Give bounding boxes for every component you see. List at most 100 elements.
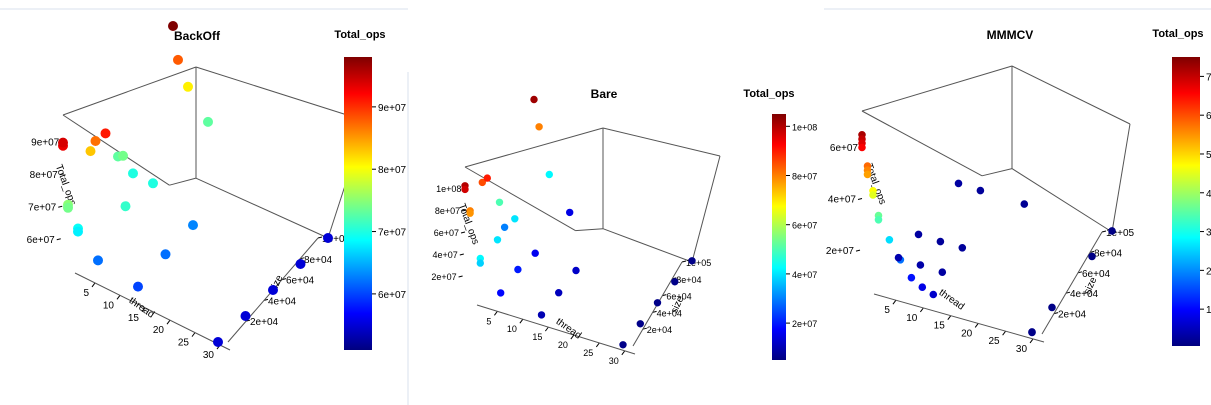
data-point xyxy=(938,268,947,277)
colorbar-ticks: 6e+07 7e+07 8e+07 9e+07 xyxy=(372,103,407,301)
data-point xyxy=(1020,200,1029,208)
x-axis-label: thread xyxy=(937,287,967,312)
x-tick-label: 15 xyxy=(934,321,946,332)
colorbar-tick-label: 3e+ xyxy=(1206,228,1211,239)
x-tick-label: 25 xyxy=(988,336,1000,347)
box-edge xyxy=(691,155,721,263)
box-edge xyxy=(195,177,329,239)
data-point xyxy=(976,186,985,195)
box-edge xyxy=(62,66,197,116)
chart-bare: Bare 2e+07 4e+07 6e+07 8e+07 1e+08 Total_ops 5 1… xyxy=(431,87,817,366)
data-point xyxy=(894,253,903,262)
x-tick-label: 15 xyxy=(128,313,140,324)
x-axis-line xyxy=(476,304,636,355)
x-axis-ticks: 5 10 15 20 25 30 xyxy=(486,311,626,366)
plot-box xyxy=(62,66,367,239)
data-point xyxy=(863,170,872,179)
box-edge xyxy=(1111,123,1131,233)
data-point xyxy=(1028,328,1036,337)
x-tick-mark xyxy=(947,315,952,320)
x-axis-label: thread xyxy=(554,316,584,341)
z-axis-ticks: 6e+07 7e+07 8e+07 9e+07 xyxy=(27,137,66,246)
colorbar-title: Total_ops xyxy=(1152,28,1203,40)
data-point xyxy=(63,202,73,213)
data-point xyxy=(476,259,484,267)
z-tick-mark xyxy=(462,209,467,212)
z-tick-label: 2e+07 xyxy=(826,246,855,257)
y-tick-label: 4e+04 xyxy=(1070,289,1099,300)
colorbar-title: Total_ops xyxy=(743,88,794,100)
z-tick-mark xyxy=(857,198,863,200)
z-tick-label: 4e+07 xyxy=(828,195,857,206)
x-axis-ticks: 5 10 15 20 25 30 xyxy=(884,299,1034,355)
data-point xyxy=(466,209,474,217)
colorbar-tick-label: 1e+08 xyxy=(792,122,817,132)
x-axis-line xyxy=(74,272,231,351)
box-edge xyxy=(981,168,1013,177)
y-axis-line xyxy=(1041,231,1103,335)
box-edge xyxy=(602,127,721,157)
data-point xyxy=(858,143,866,152)
z-tick-label: 2e+07 xyxy=(431,272,456,282)
data-point xyxy=(958,244,967,252)
colorbar xyxy=(772,114,786,360)
x-tick-label: 10 xyxy=(906,313,918,324)
box-edge xyxy=(464,166,576,232)
y-tick-label: 2e+04 xyxy=(647,325,672,335)
x-tick-label: 20 xyxy=(153,325,165,336)
y-tick-mark xyxy=(681,260,687,263)
data-point xyxy=(483,174,491,182)
data-point xyxy=(203,116,213,127)
data-point xyxy=(93,255,103,266)
data-point xyxy=(531,249,539,257)
box-edge xyxy=(1011,168,1113,233)
colorbar-tick-label: 1e+ xyxy=(1206,305,1211,316)
data-point xyxy=(188,220,198,231)
y-tick-label: 8e+04 xyxy=(676,275,701,285)
y-tick-label: 1e+05 xyxy=(686,258,711,268)
z-tick-label: 8e+07 xyxy=(30,170,59,181)
data-point xyxy=(869,191,877,199)
data-point xyxy=(478,178,486,187)
chart-title: BackOff xyxy=(174,29,221,43)
data-point xyxy=(73,226,83,237)
colorbar-tick-label: 8e+07 xyxy=(378,165,407,176)
data-point xyxy=(1088,252,1096,261)
data-point xyxy=(240,311,251,321)
data-point xyxy=(688,257,696,265)
data-point xyxy=(954,179,963,188)
data-point xyxy=(566,208,574,217)
z-axis-ticks: 2e+07 4e+07 6e+07 8e+07 1e+08 xyxy=(431,184,468,282)
x-tick-mark xyxy=(493,311,498,316)
colorbar-tick-label: 7e+ xyxy=(1206,72,1211,83)
data-point xyxy=(500,223,509,232)
data-point xyxy=(100,128,111,139)
colorbar-tick-label: 6e+07 xyxy=(792,221,817,231)
box-edge xyxy=(1011,65,1131,125)
data-point xyxy=(572,266,580,275)
colorbar-tick-label: 6e+ xyxy=(1206,111,1211,122)
data-point xyxy=(148,178,158,189)
data-point xyxy=(497,289,505,297)
y-tick-label: 1e+05 xyxy=(1106,228,1135,239)
x-axis-line xyxy=(873,293,1045,343)
plot-box xyxy=(861,65,1131,233)
chart-title: Bare xyxy=(591,87,618,101)
data-point xyxy=(636,320,644,328)
colorbar-title: Total_ops xyxy=(334,29,385,41)
colorbar-tick-label: 9e+07 xyxy=(378,103,407,114)
data-point xyxy=(1108,227,1116,235)
box-edge xyxy=(861,65,1013,112)
data-point xyxy=(885,236,894,244)
box-edge xyxy=(464,127,604,168)
data-point xyxy=(671,278,679,286)
data-point xyxy=(461,185,469,194)
z-tick-mark xyxy=(58,205,63,208)
x-tick-mark xyxy=(166,319,171,325)
data-point xyxy=(537,311,546,319)
colorbar-tick-label: 5e+ xyxy=(1206,150,1211,161)
x-tick-label: 5 xyxy=(486,316,491,326)
colorbar-ticks: 1e+ 2e+ 3e+ 4e+ 5e+ 6e+ 7e+ xyxy=(1200,72,1211,316)
data-point xyxy=(120,201,131,212)
